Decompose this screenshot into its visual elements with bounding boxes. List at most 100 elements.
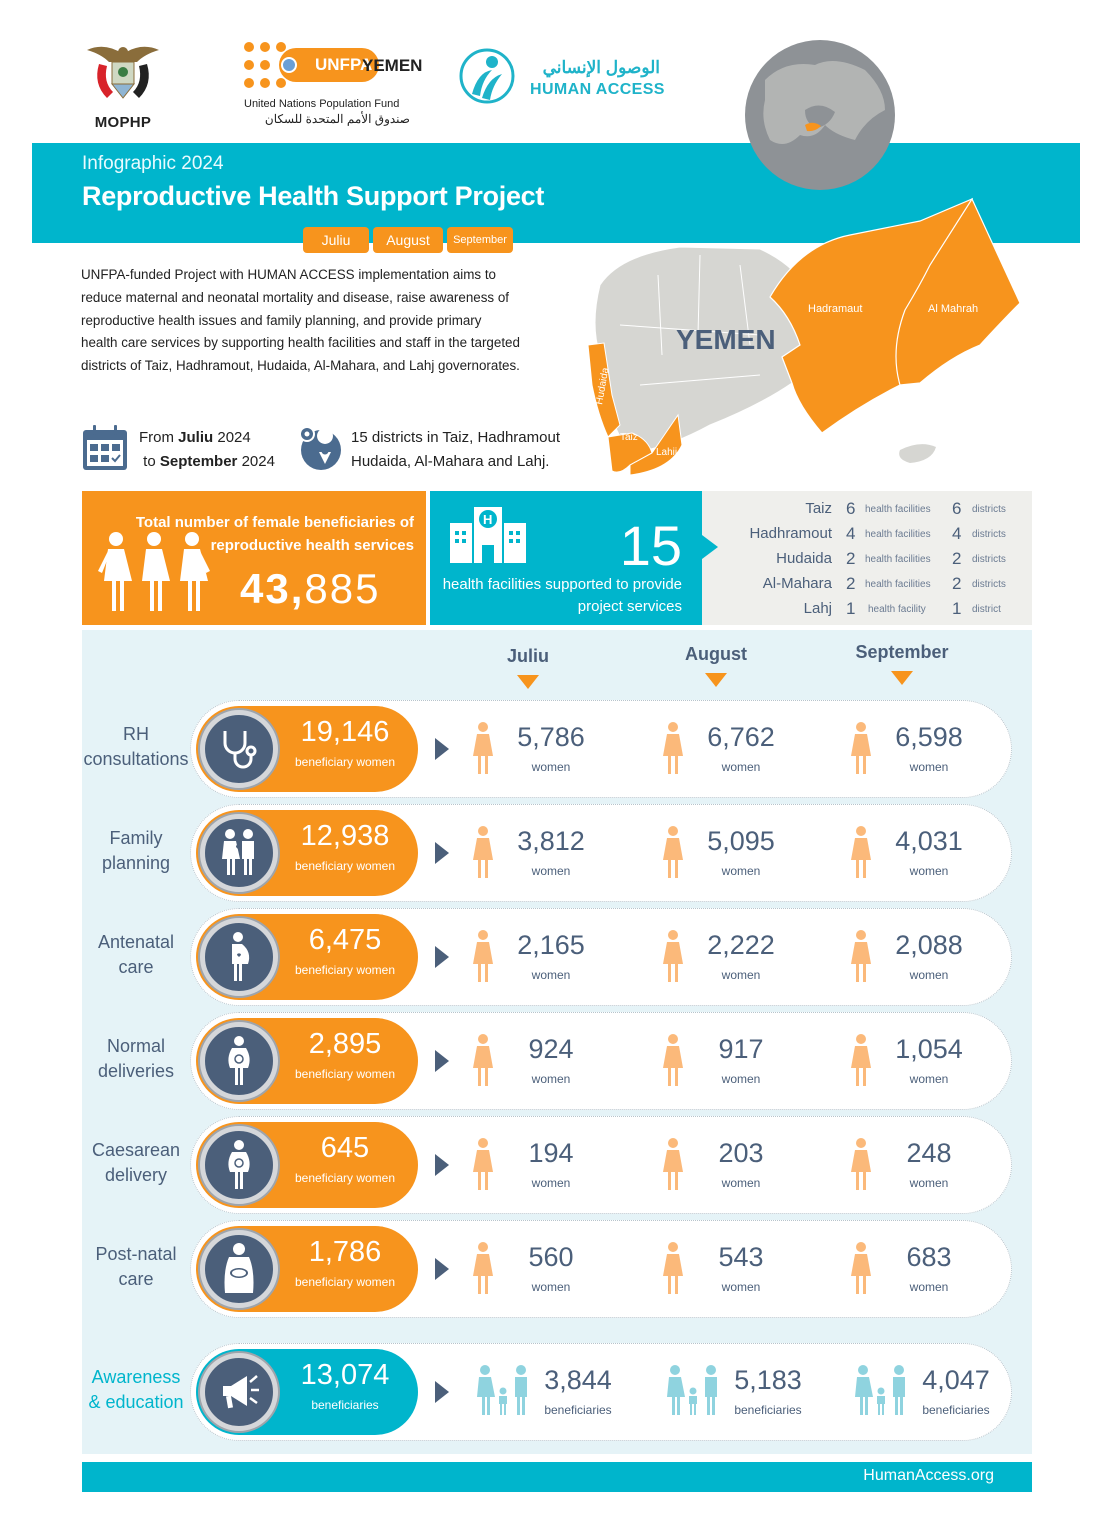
- female-beneficiaries-value: 43,885: [240, 565, 381, 612]
- service-total: 6,475: [308, 924, 382, 956]
- unfpa-subtitle-ar: صندوق الأمم المتحدة للسكان: [264, 112, 410, 126]
- woman-icon: [663, 826, 683, 878]
- intro-paragraph: UNFPA-funded Project with HUMAN ACCESS i…: [81, 267, 520, 374]
- column-header-august: August: [656, 644, 776, 687]
- woman-icon: [851, 826, 871, 878]
- mophp-label: MOPHP: [94, 114, 152, 131]
- woman-icon: [473, 722, 493, 774]
- month-tab-august: August: [373, 227, 443, 253]
- infographic-year: Infographic 2024: [82, 153, 224, 174]
- service-total-label: beneficiary women: [294, 1171, 396, 1185]
- month-tab-juliu: Juliu: [303, 227, 369, 253]
- svg-text:Lahij: Lahij: [656, 447, 677, 458]
- family-icon: [477, 1365, 527, 1415]
- unfpa-logo: UNFPA YEMEN United Nations Population Fu…: [244, 42, 424, 127]
- woman-icon: [473, 930, 493, 982]
- month-value-august: 5,095 women: [662, 818, 812, 890]
- month-value-august: 5,183 beneficiaries: [667, 1357, 822, 1429]
- month-value-juliu: 2,165 women: [472, 922, 622, 994]
- unfpa-dots-icon: [244, 42, 304, 92]
- woman-icon: [851, 1242, 871, 1294]
- mother-baby-icon: [200, 1230, 278, 1308]
- svg-text:YEMEN: YEMEN: [676, 324, 776, 355]
- service-label: RH consultations: [83, 724, 189, 769]
- service-row-post-natal-care: Post-natal care 1,786 beneficiary women 5…: [82, 1220, 1032, 1318]
- service-total: 1,786: [308, 1236, 382, 1268]
- woman-icon: [851, 930, 871, 982]
- woman-icon: [473, 1242, 493, 1294]
- woman-icon: [663, 1242, 683, 1294]
- project-coverage: 15 districts in Taiz, Hadhramout Hudaida…: [295, 424, 595, 474]
- page-title: Reproductive Health Support Project: [82, 181, 545, 211]
- woman-icon: [663, 1138, 683, 1190]
- service-total: 2,895: [308, 1028, 382, 1060]
- service-row-family-planning: Family planning 12,938 beneficiary women …: [82, 804, 1032, 902]
- month-value-september: 4,031 women: [850, 818, 1000, 890]
- footer-bar: HumanAccess.org: [82, 1462, 1032, 1492]
- month-value-august: 6,762 women: [662, 714, 812, 786]
- svg-text:Al Mahrah: Al Mahrah: [928, 303, 978, 315]
- stethoscope-icon: [200, 710, 278, 788]
- couple-icon: [200, 814, 278, 892]
- month-value-august: 917 women: [662, 1026, 812, 1098]
- service-row-awareness-education: Awareness & education 13,074 beneficiarie…: [82, 1343, 1032, 1441]
- month-value-september: 2,088 women: [850, 922, 1000, 994]
- project-period: From Juliu 2024 to September 2024: [81, 424, 281, 474]
- governorate-row: Hudaida 2 health facilities 2 districts: [776, 549, 1006, 568]
- pregnant-baby-icon: [200, 1126, 278, 1204]
- down-triangle-icon: [891, 671, 913, 685]
- month-value-juliu: 560 women: [472, 1234, 622, 1306]
- service-label: Antenatal care: [97, 932, 175, 977]
- service-row-antenatal-care: Antenatal care 6,475 beneficiary women 2,…: [82, 908, 1032, 1006]
- megaphone-icon: [200, 1353, 278, 1431]
- period-text: From Juliu 2024 to September 2024: [139, 429, 275, 470]
- woman-icon: [851, 1138, 871, 1190]
- play-arrow-icon: [435, 1381, 449, 1403]
- human-access-logo: الوصول الإنساني HUMAN ACCESS: [458, 48, 668, 108]
- human-access-mark-icon: [459, 48, 515, 104]
- yemen-map: YEMEN Hadramaut Al Mahrah Hudaida Taiz L…: [560, 185, 1040, 485]
- month-value-september: 683 women: [850, 1234, 1000, 1306]
- play-arrow-icon: [435, 1050, 449, 1072]
- woman-icon: [663, 722, 683, 774]
- family-icon: [667, 1365, 717, 1415]
- service-total: 645: [320, 1132, 370, 1164]
- governorate-row: Taiz 6 health facilities 6 districts: [805, 499, 1006, 518]
- svg-text:Hadramaut: Hadramaut: [808, 303, 862, 315]
- service-total-label: beneficiary women: [294, 1067, 396, 1081]
- month-value-juliu: 194 women: [472, 1130, 622, 1202]
- eagle-emblem-icon: [85, 40, 161, 106]
- service-row-rh-consultations: RH consultations 19,146 beneficiary women…: [82, 700, 1032, 798]
- hospital-icon: H: [450, 507, 526, 563]
- woman-icon: [663, 1034, 683, 1086]
- month-value-juliu: 3,844 beneficiaries: [477, 1357, 632, 1429]
- service-total: 13,074: [300, 1359, 390, 1391]
- play-arrow-icon: [435, 1154, 449, 1176]
- month-value-juliu: 3,812 women: [472, 818, 622, 890]
- service-row-caesarean-delivery: Caesarean delivery 645 beneficiary women …: [82, 1116, 1032, 1214]
- column-header-september: September: [842, 642, 962, 685]
- play-arrow-icon: [435, 946, 449, 968]
- woman-icon: [473, 1034, 493, 1086]
- pregnant-woman-icon: [200, 918, 278, 996]
- svg-text:H: H: [483, 512, 492, 527]
- month-value-september: 4,047 beneficiaries: [855, 1357, 1010, 1429]
- woman-icon: [663, 930, 683, 982]
- website-link[interactable]: HumanAccess.org: [863, 1467, 994, 1484]
- globe-icon: [745, 40, 895, 190]
- service-total: 19,146: [300, 716, 390, 748]
- service-label: Normal deliveries: [97, 1036, 175, 1081]
- governorate-row: Lahj 1 health facility 1 district: [803, 599, 1001, 618]
- service-row-normal-deliveries: Normal deliveries 2,895 beneficiary women…: [82, 1012, 1032, 1110]
- play-arrow-icon: [435, 842, 449, 864]
- woman-icon: [473, 1138, 493, 1190]
- governorates-table: Taiz 6 health facilities 6 districts Hadhram…: [702, 491, 1032, 625]
- service-total: 12,938: [300, 820, 390, 852]
- three-women-icon: [98, 532, 210, 611]
- month-value-august: 2,222 women: [662, 922, 812, 994]
- play-arrow-icon: [435, 1258, 449, 1280]
- calendar-icon: [83, 425, 127, 470]
- female-beneficiaries-label: Total number of female beneficiaries of …: [135, 514, 414, 554]
- month-tab-september: September: [447, 227, 513, 253]
- month-tabs: Juliu August September: [303, 227, 513, 253]
